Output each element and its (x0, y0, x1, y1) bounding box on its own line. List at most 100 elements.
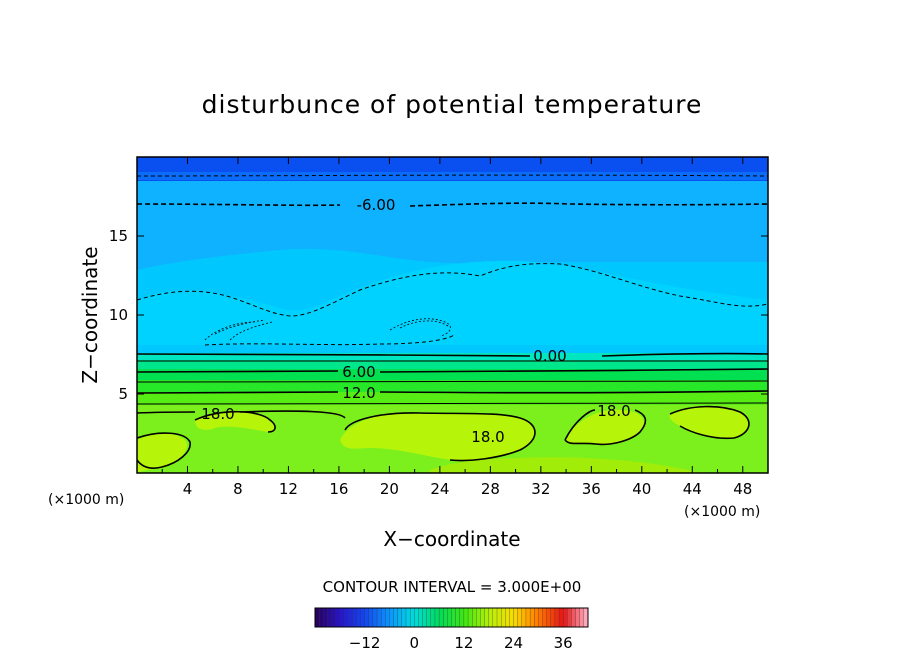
fill-upper-layer (137, 157, 768, 270)
chart-title: disturbunce of potential temperature (202, 90, 703, 119)
x-tick-label: 28 (481, 480, 500, 498)
contour-line-6 (137, 368, 768, 373)
fill-band-0-3 (137, 353, 768, 361)
colorbar-swatch (521, 607, 527, 628)
fill-band-12-15 (137, 392, 768, 405)
colorbar-swatch (472, 607, 477, 628)
colorbar-swatch (505, 607, 510, 628)
colorbar-swatch (327, 607, 332, 628)
colorbar-swatch (509, 607, 514, 628)
colorbar-swatch (430, 607, 436, 628)
colorbar-swatch (376, 607, 382, 628)
colorbar-swatch (447, 607, 452, 628)
fill-surface-blob-3 (340, 412, 535, 461)
colorbar-swatch (323, 607, 328, 628)
colorbar-swatch (318, 607, 324, 628)
contour-lines (137, 174, 768, 469)
colorbar-swatch (488, 607, 494, 628)
colorbar-swatch (368, 607, 374, 628)
colorbar-swatch (405, 607, 411, 628)
contour-interval-label: CONTOUR INTERVAL = 3.000E+00 (323, 578, 582, 596)
colorbar-frame (314, 607, 589, 628)
colorbar-swatch (401, 607, 407, 628)
fill-surface-blob-4 (565, 409, 644, 445)
fill-minus3-region (137, 260, 768, 345)
fill-top-transition (137, 172, 768, 180)
contour-line-neg3-lower (204, 333, 456, 346)
contour-line-zero (137, 352, 768, 357)
x-axis-ticks: 4 8 12 16 20 24 28 32 36 40 44 48 (161, 157, 752, 498)
y-tick-label: 5 (118, 385, 128, 403)
colorbar-tick-label: 36 (554, 634, 573, 652)
colorbar-swatch (385, 607, 390, 628)
colorbar-swatch (414, 607, 419, 628)
colorbar-swatch (529, 607, 535, 628)
x-tick-label: 48 (733, 480, 752, 498)
colorbar-swatch (525, 607, 531, 628)
fill-surface-blob-1 (137, 433, 188, 473)
colorbar-swatch (434, 607, 440, 628)
x-tick-label: 16 (329, 480, 348, 498)
colorbar-swatch (397, 607, 403, 628)
colorbar-swatch (438, 607, 444, 628)
contour-line-18-blob3 (344, 412, 536, 462)
colorbar-swatch (314, 607, 320, 628)
colorbar-swatch (550, 607, 556, 628)
fill-band-9-12 (137, 380, 768, 393)
colorbar-swatch (347, 607, 353, 628)
colorbar-swatch (554, 607, 560, 628)
contour-label-18-left: 18.0 (201, 405, 234, 423)
x-tick-label: 44 (683, 480, 702, 498)
colorbar-swatch (567, 607, 572, 628)
colorbar-swatch (492, 607, 498, 628)
contour-squiggle-right (389, 318, 451, 337)
colorbar-tick-label: 24 (504, 634, 523, 652)
colorbar-swatch (517, 607, 523, 628)
x-unit-label: (×1000 m) (684, 504, 760, 520)
colorbar-swatch (579, 607, 585, 628)
colorbar-swatch (352, 607, 357, 628)
colorbar-swatch (558, 607, 564, 628)
x-tick-label: 4 (183, 480, 193, 498)
colorbar-swatch (335, 607, 341, 628)
colorbar-swatch (443, 607, 448, 628)
fill-surface-blob-2 (195, 411, 276, 432)
contour-fill (137, 157, 768, 473)
colorbar-swatch (356, 607, 361, 628)
colorbar-swatch (563, 607, 568, 628)
contour-line-18-left (137, 410, 346, 419)
colorbar-swatch (331, 607, 337, 628)
x-axis-label: X−coordinate (383, 527, 520, 551)
x-tick-label: 12 (279, 480, 298, 498)
colorbar-swatch (418, 607, 423, 628)
colorbar-swatch (451, 607, 457, 628)
colorbar-swatch (389, 607, 395, 628)
colorbar-ticks: −12 0 12 24 36 (349, 634, 573, 652)
contour-line-12 (137, 390, 768, 394)
colorbar-swatch (426, 607, 432, 628)
x-tick-label: 36 (582, 480, 601, 498)
contour-squiggle-left (204, 319, 273, 341)
colorbar-swatch (575, 607, 581, 628)
colorbar-swatch (480, 607, 486, 628)
contour-line-18-blob1 (137, 432, 191, 469)
colorbar-swatch (364, 607, 370, 628)
contour-label-12: 12.0 (342, 384, 375, 402)
colorbar-tick-label: −12 (349, 634, 381, 652)
colorbar-swatch (500, 607, 506, 628)
colorbar-tick-label: 12 (454, 634, 473, 652)
y-tick-label: 15 (109, 227, 128, 245)
contour-label-zero: 0.00 (533, 347, 566, 365)
colorbar-swatch (393, 607, 399, 628)
x-tick-label: 20 (380, 480, 399, 498)
y-axis-label: Z−coordinate (78, 246, 102, 383)
colorbar-swatch (463, 607, 469, 628)
contour-line-neg3-upper (137, 263, 768, 317)
colorbar-swatch (455, 607, 461, 628)
colorbar-swatch (339, 607, 345, 628)
x-tick-label: 40 (632, 480, 651, 498)
colorbar-swatch (538, 607, 543, 628)
colorbar-swatch (381, 607, 386, 628)
colorbar-swatch (496, 607, 502, 628)
